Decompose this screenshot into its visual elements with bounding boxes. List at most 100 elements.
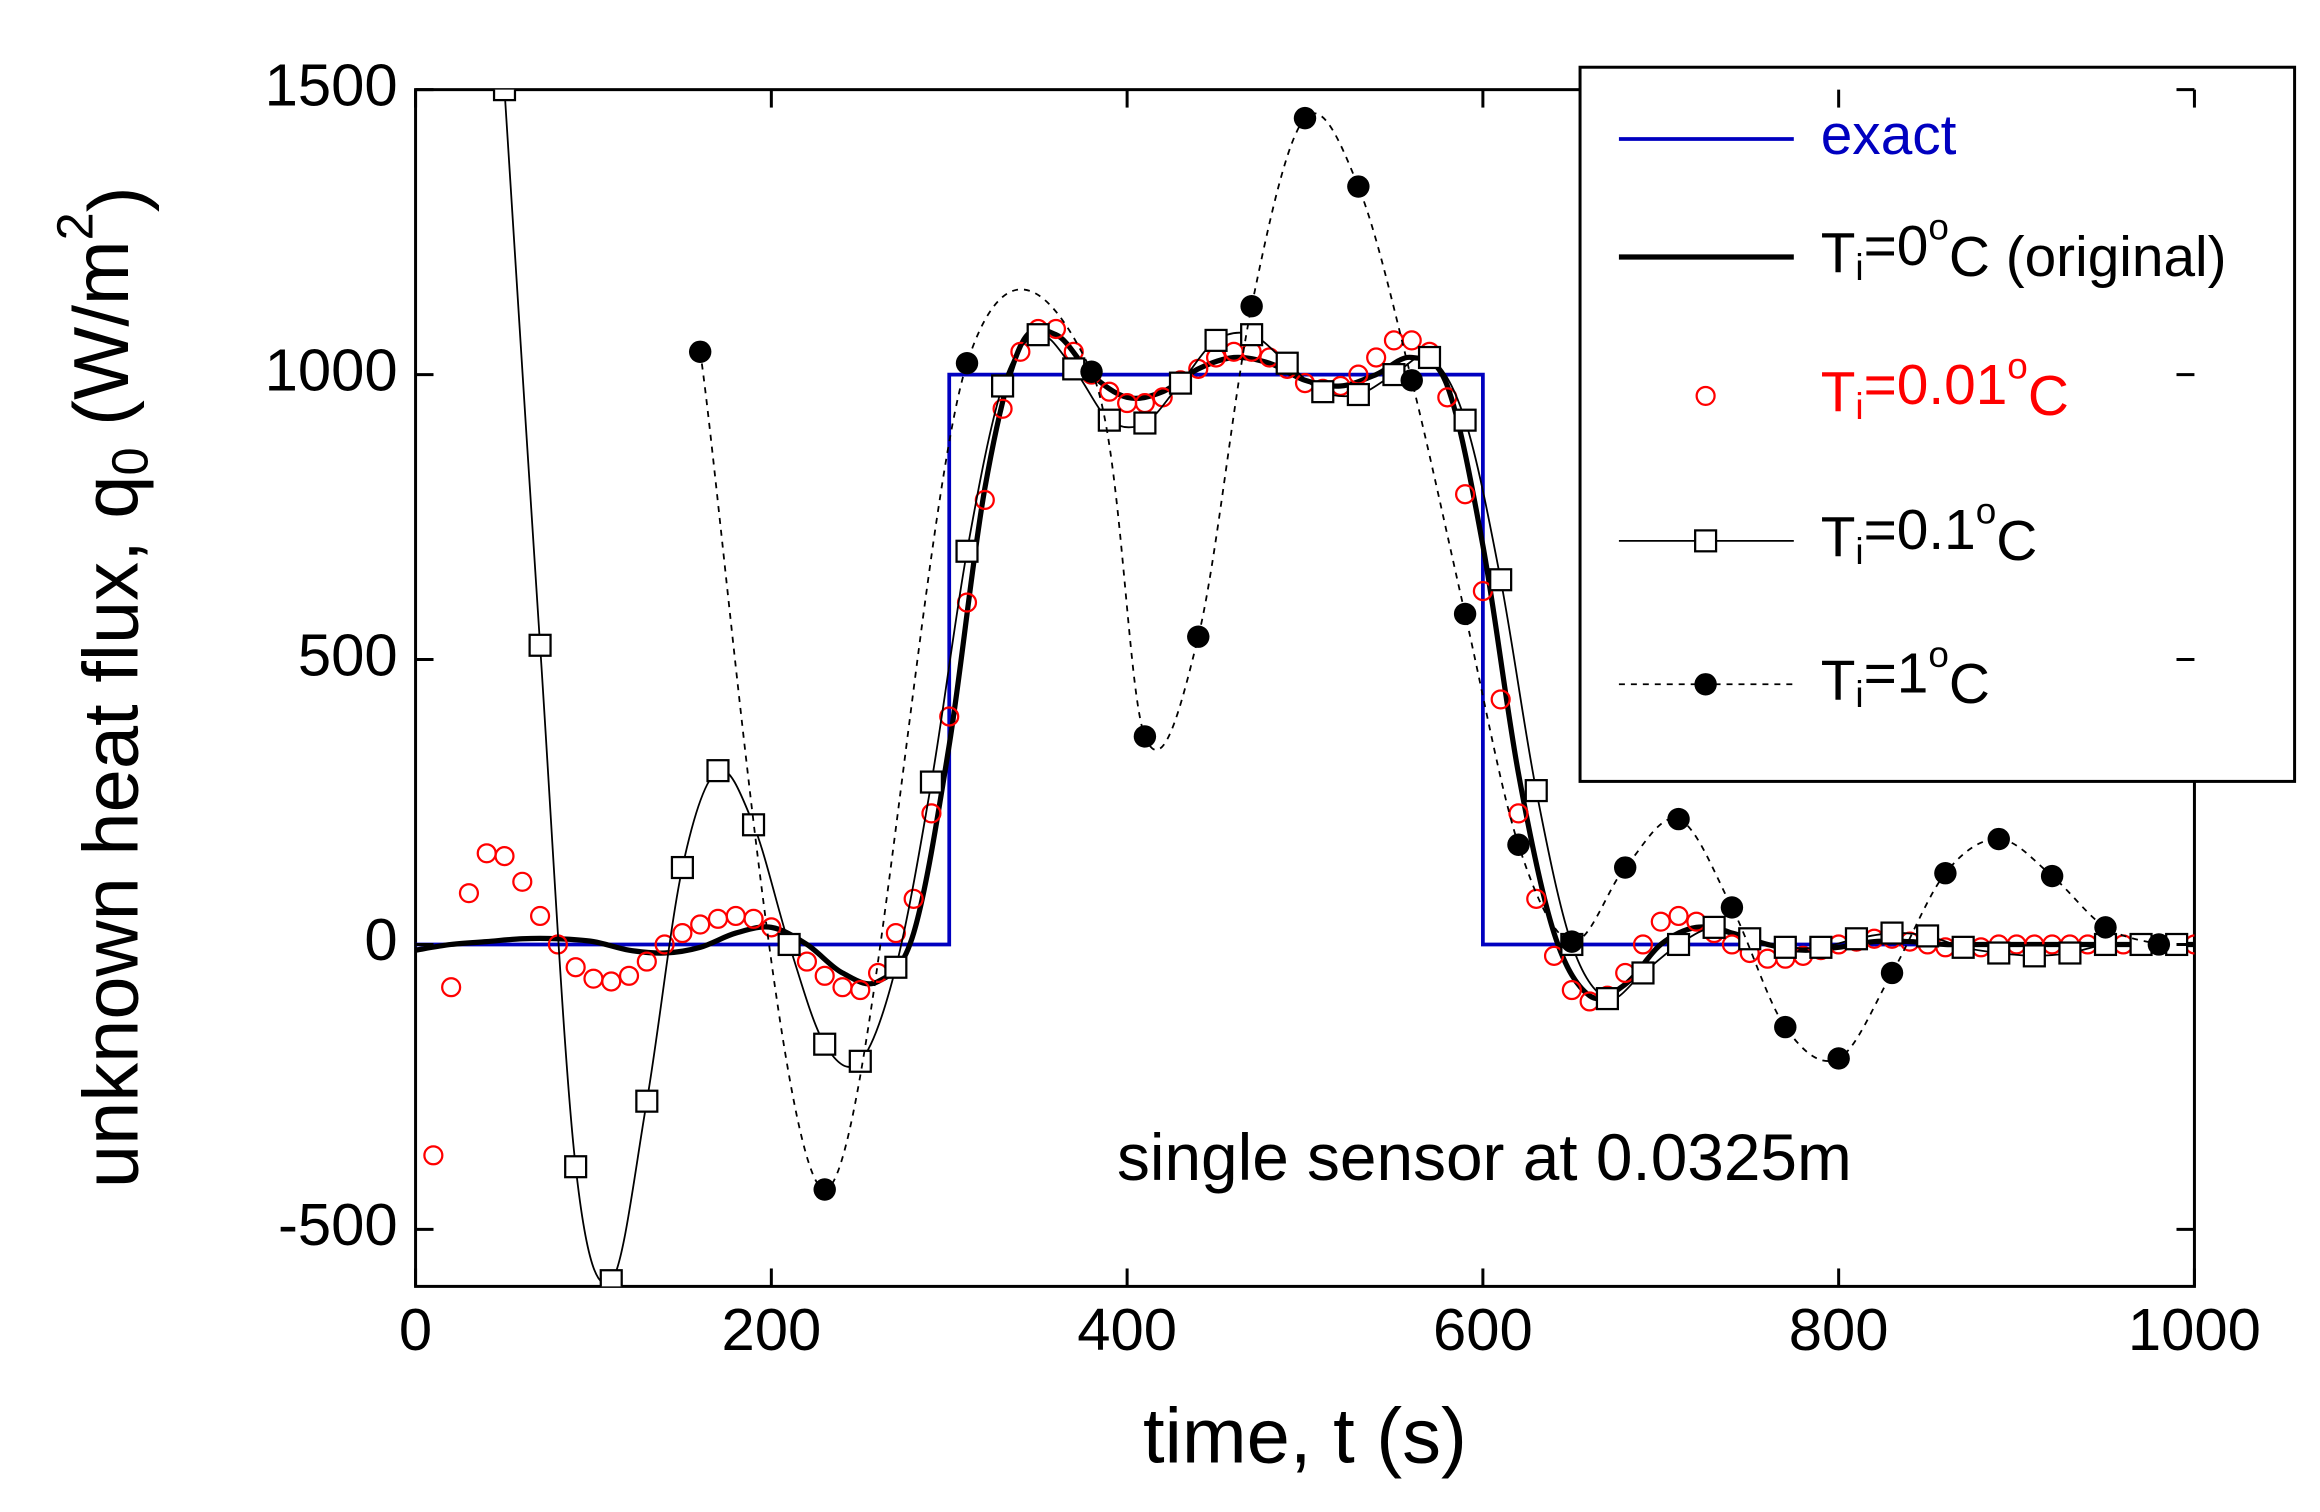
- data-point: [1844, 927, 1869, 951]
- y-axis-label: unknown heat flux, q0 (W/m2): [47, 186, 160, 1188]
- data-point: [761, 917, 782, 938]
- data-point: [1668, 905, 1689, 927]
- data-point: [1347, 175, 1370, 198]
- text-part: C: [1949, 653, 1990, 716]
- data-point: [743, 908, 764, 929]
- data-point: [706, 759, 730, 783]
- data-point: [1774, 1015, 1797, 1039]
- data-point: [672, 922, 693, 944]
- data-point: [1880, 961, 1904, 985]
- data-point: [1099, 381, 1120, 402]
- text-part: T: [1821, 361, 1856, 424]
- x-tick-label: 1000: [2128, 1296, 2261, 1363]
- data-point: [707, 908, 729, 929]
- y-tick-label: 1500: [265, 51, 398, 118]
- data-point: [1524, 779, 1548, 803]
- data-point: [1168, 371, 1193, 395]
- data-point: [884, 955, 908, 979]
- data-point: [1809, 935, 1833, 959]
- y-tick-label: -500: [278, 1191, 398, 1258]
- data-point: [1880, 921, 1904, 945]
- data-point: [1490, 689, 1511, 710]
- data-point: [832, 977, 853, 998]
- data-point: [441, 977, 462, 998]
- data-point: [1613, 856, 1637, 879]
- data-point: [2040, 864, 2064, 888]
- text-part: i: [1855, 247, 1863, 288]
- data-point: [903, 888, 924, 909]
- data-point: [599, 1269, 623, 1287]
- data-point: [885, 922, 906, 944]
- series-line: [699, 112, 2160, 1191]
- data-point: [2147, 933, 2171, 956]
- legend-label: exact: [1821, 104, 1957, 167]
- text-part: i: [1855, 531, 1863, 572]
- data-point: [601, 971, 622, 992]
- data-point: [939, 706, 960, 727]
- data-point: [1702, 915, 1726, 939]
- plot-area: [415, 89, 2195, 1287]
- text-part: 2: [47, 212, 104, 240]
- data-point: [796, 951, 818, 972]
- text-part: T: [1821, 506, 1856, 569]
- data-point: [1507, 833, 1530, 856]
- data-point: [1133, 411, 1157, 435]
- data-point: [2094, 916, 2117, 939]
- legend-label: Ti=0.1oC: [1821, 490, 2038, 572]
- data-point: [1366, 347, 1387, 368]
- data-point: [2058, 941, 2082, 965]
- data-point: [725, 905, 746, 927]
- data-point: [1311, 380, 1335, 404]
- data-point: [1827, 1047, 1850, 1070]
- y-tick-label: 1000: [265, 336, 398, 403]
- data-point: [1417, 345, 1442, 370]
- text-part: o: [1976, 490, 1997, 531]
- data-point: [2022, 944, 2046, 968]
- text-part: o: [2007, 345, 2028, 386]
- data-point: [1453, 602, 1477, 626]
- data-point: [1650, 911, 1671, 932]
- data-point: [423, 1145, 444, 1166]
- text-part: 0: [102, 447, 159, 475]
- data-point: [1560, 930, 1584, 953]
- data-point: [1934, 862, 1957, 885]
- data-point: [1187, 625, 1210, 648]
- data-point: [1346, 382, 1370, 407]
- data-point: [1720, 896, 1744, 919]
- legend-box: [1578, 65, 2297, 783]
- text-part: T: [1821, 649, 1856, 712]
- text-part: =0.01: [1864, 354, 2008, 417]
- data-point: [1453, 408, 1477, 432]
- data-point: [688, 340, 712, 363]
- data-point: [529, 905, 551, 927]
- data-point: [1455, 484, 1476, 505]
- annotation: single sensor at 0.0325m: [1117, 1120, 1852, 1194]
- data-point: [1773, 935, 1797, 959]
- data-point: [670, 855, 694, 880]
- data-point: [1561, 979, 1582, 1001]
- legend-label: Ti=0oC (original): [1821, 206, 2227, 288]
- text-part: ): [74, 186, 160, 212]
- data-point: [635, 1089, 659, 1113]
- data-point: [476, 843, 497, 864]
- data-point: [741, 813, 766, 837]
- x-tick-label: 400: [1077, 1296, 1177, 1363]
- text-part: i: [1855, 386, 1863, 427]
- text-part: unknown heat flux, q: [68, 476, 154, 1189]
- data-point: [1667, 807, 1690, 831]
- data-point: [636, 951, 657, 972]
- text-part: i: [1855, 674, 1863, 715]
- x-tick-label: 800: [1789, 1296, 1889, 1363]
- data-point: [919, 770, 944, 794]
- data-point: [813, 1032, 837, 1056]
- data-point: [1916, 924, 1940, 948]
- data-point: [1632, 934, 1654, 955]
- series-line: [415, 372, 2195, 947]
- text-part: =0.1: [1864, 499, 1976, 562]
- text-part: exact: [1821, 104, 1957, 167]
- y-tick-label: 500: [298, 621, 398, 688]
- data-point: [458, 883, 480, 904]
- data-point: [955, 351, 979, 375]
- data-point: [813, 1178, 836, 1201]
- data-point: [492, 89, 517, 102]
